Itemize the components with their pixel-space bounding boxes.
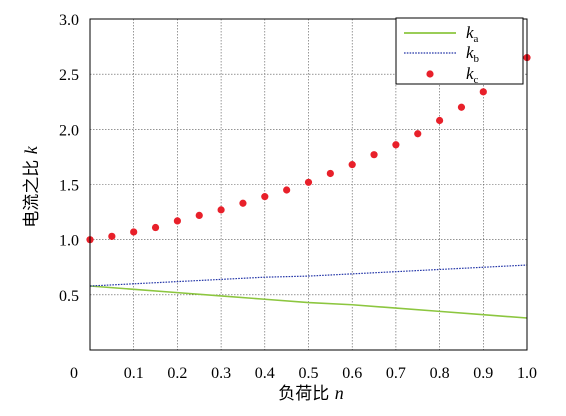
kc-data-point <box>392 141 400 149</box>
kb-series-line <box>89 264 528 287</box>
ka-series-line <box>89 285 528 319</box>
legend-item-ka: ka <box>404 23 479 45</box>
kc-data-point <box>261 193 269 201</box>
legend-marker <box>426 70 434 78</box>
y-tick-label: 3.0 <box>59 12 79 29</box>
x-tick-label: 0 <box>70 365 78 382</box>
kc-data-point <box>108 232 116 240</box>
kc-data-point <box>479 88 487 96</box>
y-tick-label: 2.0 <box>59 122 79 139</box>
x-tick-label: 0.4 <box>255 365 275 382</box>
kc-data-point <box>239 199 247 207</box>
y-axis-variable: k <box>21 145 41 154</box>
kc-data-point <box>151 223 160 232</box>
kc-data-point <box>436 116 444 125</box>
legend-item-kb: kb <box>404 43 480 65</box>
kc-data-point <box>326 169 334 178</box>
legend-label: ka <box>466 23 479 45</box>
legend-label: kb <box>466 43 480 65</box>
kc-data-point <box>283 186 291 194</box>
x-axis-title: 负荷比 n <box>278 383 343 404</box>
plot-frame <box>89 18 528 351</box>
x-axis-label: 负荷比 <box>278 384 329 404</box>
legend-item-kc: kc <box>426 64 479 86</box>
kc-data-point <box>304 178 313 186</box>
x-tick-label: 0.6 <box>342 365 362 382</box>
y-tick-label: 1.5 <box>59 178 79 195</box>
legend-label: kc <box>466 64 479 86</box>
y-tick-label: 1.0 <box>59 233 79 250</box>
y-tick-label: 2.5 <box>59 67 79 84</box>
y-axis-label: 电流之比 <box>22 160 42 228</box>
x-tick-label: 0.1 <box>124 365 144 382</box>
y-tick-label: 0.5 <box>59 288 79 305</box>
kc-data-point <box>217 206 225 214</box>
tick-labels: 0 0.1 0.2 0.3 0.4 0.5 0.6 0.7 0.8 0.9 1.0 0.5 1.0 1.5… <box>59 12 537 382</box>
kc-data-point <box>173 217 181 225</box>
x-tick-label: 0.8 <box>430 365 450 382</box>
x-tick-label: 0.3 <box>211 365 231 382</box>
series-layer <box>86 54 531 319</box>
kc-data-point <box>130 228 138 236</box>
kc-data-point <box>348 161 356 169</box>
y-axis-title: 电流之比 k <box>21 145 42 227</box>
kc-data-point <box>195 211 203 219</box>
x-tick-label: 0.2 <box>167 365 187 382</box>
x-axis-variable: n <box>335 383 344 403</box>
x-tick-label: 1.0 <box>517 365 537 382</box>
x-tick-label: 0.9 <box>473 365 493 382</box>
kc-data-point <box>457 103 466 111</box>
kc-data-point <box>370 151 378 159</box>
x-tick-label: 0.7 <box>386 365 406 382</box>
kc-data-point <box>414 130 422 138</box>
legend-box <box>395 17 524 85</box>
x-tick-label: 0.5 <box>299 365 319 382</box>
